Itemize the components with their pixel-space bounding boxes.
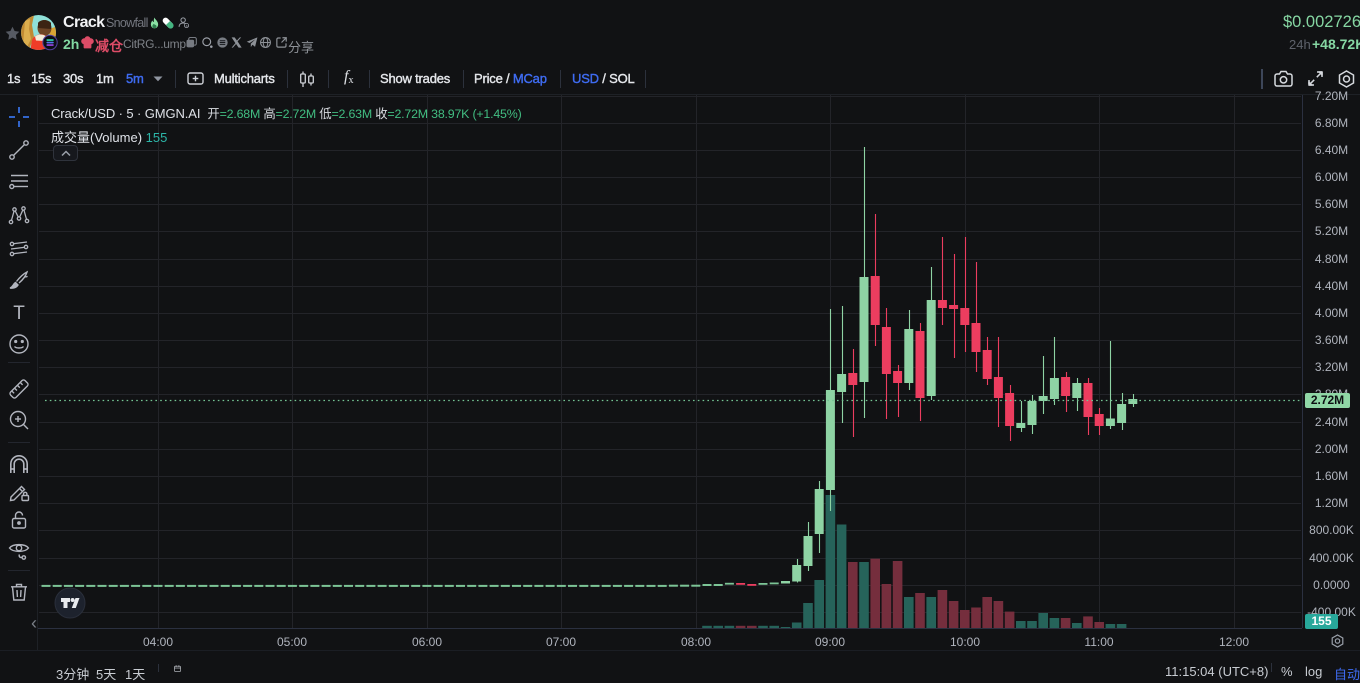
svg-text:a: a xyxy=(186,24,188,28)
svg-text:T: T xyxy=(13,303,25,324)
